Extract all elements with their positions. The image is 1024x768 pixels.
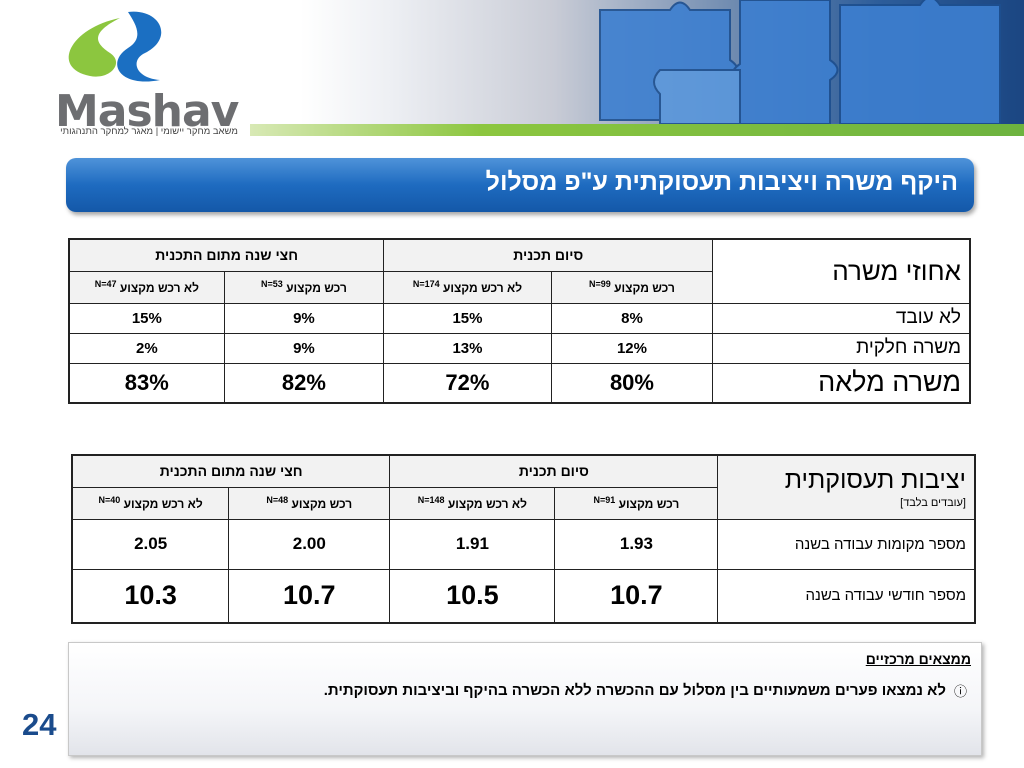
row-label: משרה מלאה (712, 362, 971, 404)
row-label: משרה חלקית (712, 332, 971, 364)
table-cell: 15% (68, 302, 225, 334)
column-header: לא רכש מקצוע N=174 (383, 270, 552, 304)
sample-size: N=47 (94, 279, 117, 289)
column-header: רכש מקצוע N=91 (554, 486, 719, 520)
column-header-label: לא רכש מקצוע (447, 497, 527, 511)
table-cell: 12% (550, 332, 714, 364)
table-row: מספר מקומות עבודה בשנה 1.93 1.91 2.00 2.… (71, 518, 976, 570)
page-title: היקף משרה ויציבות תעסוקתית ע"פ מסלול (485, 168, 958, 196)
subheader-row: רכש מקצוע N=99 לא רכש מקצוע N=174 רכש מק… (68, 270, 970, 304)
column-header: רכש מקצוע N=99 (550, 270, 714, 304)
table-row: מספר חודשי עבודה בשנה 10.7 10.5 10.7 10.… (71, 568, 976, 624)
column-header: לא רכש מקצוע N=148 (389, 486, 556, 520)
findings-text: לא נמצאו פערים משמעותיים בין מסלול עם הה… (323, 682, 946, 699)
puzzle-pieces-icon (599, 0, 1001, 124)
table-cell: 83% (68, 362, 225, 404)
table-corner-label: יציבות תעסוקתית [עובדים בלבד] (717, 454, 976, 520)
sample-size: N=148 (417, 495, 445, 505)
table-cell: 1.93 (554, 518, 719, 570)
table-row: משרה מלאה 80% 72% 82% 83% (68, 362, 971, 404)
sample-size: N=99 (589, 279, 611, 289)
column-header: לא רכש מקצוע N=47 (68, 270, 225, 304)
logo-wordmark: Mashav (55, 86, 239, 137)
table-corner-label: אחוזי משרה (712, 238, 971, 304)
table-cell: 2.05 (71, 518, 230, 570)
table-cell: 10.7 (554, 568, 719, 624)
column-header-label: רכש מקצוע (286, 281, 347, 295)
table-cell: 9% (223, 332, 385, 364)
table-cell: 8% (550, 302, 714, 334)
table-cell: 13% (383, 332, 552, 364)
employment-percentage-table: אחוזי משרה סיום תכנית חצי שנה מתום התכני… (68, 238, 971, 404)
subheader-row: רכש מקצוע N=91 לא רכש מקצוע N=148 רכש מק… (71, 486, 975, 520)
table-cell: 2.00 (228, 518, 391, 570)
table-cell: 72% (383, 362, 552, 404)
table-cell: 2% (68, 332, 225, 364)
group-header: חצי שנה מתום התכנית (71, 454, 391, 488)
puzzle-banner-image (300, 0, 1024, 124)
table-row: משרה חלקית 12% 13% 9% 2% (68, 332, 971, 364)
table-cell: 80% (550, 362, 714, 404)
employment-stability-table: יציבות תעסוקתית [עובדים בלבד] סיום תכנית… (71, 454, 976, 624)
group-header: חצי שנה מתום התכנית (68, 238, 385, 272)
table-cell: 9% (223, 302, 385, 334)
table-cell: 10.5 (389, 568, 556, 624)
table-cell: 82% (223, 362, 385, 404)
header: Mashav משאב מחקר יישומי | מאגר למחקר התנ… (0, 0, 1024, 138)
column-header-label: רכש מקצוע (618, 497, 680, 511)
column-header: רכש מקצוע N=48 (228, 486, 391, 520)
table-cell: 1.91 (389, 518, 556, 570)
column-header: לא רכש מקצוע N=40 (71, 486, 230, 520)
findings-title: ממצאים מרכזיים (865, 651, 971, 667)
table-cell: 10.7 (228, 568, 391, 624)
sample-size: N=53 (261, 279, 283, 289)
logo-tagline: משאב מחקר יישומי | מאגר למחקר התנהגותי (60, 126, 238, 137)
column-header-label: רכש מקצוע (291, 497, 353, 511)
table-corner-title: יציבות תעסוקתית (784, 465, 966, 494)
page-number: 24 (22, 707, 57, 742)
row-label: מספר חודשי עבודה בשנה (717, 568, 976, 624)
column-header: רכש מקצוע N=53 (223, 270, 385, 304)
column-header-label: לא רכש מקצוע (123, 497, 203, 511)
key-findings-box: ממצאים מרכזיים ⓘ לא נמצאו פערים משמעותיי… (68, 642, 982, 756)
table-cell: 10.3 (71, 568, 230, 624)
group-header: סיום תכנית (383, 238, 714, 272)
table-row: לא עובד 8% 15% 9% 15% (68, 302, 971, 334)
row-label: מספר מקומות עבודה בשנה (717, 518, 976, 570)
column-header-label: לא רכש מקצוע (119, 281, 199, 295)
table-corner-note: [עובדים בלבד] (900, 496, 966, 509)
table-cell: 15% (383, 302, 552, 334)
findings-item: ⓘ לא נמצאו פערים משמעותיים בין מסלול עם … (324, 681, 967, 700)
row-label: לא עובד (712, 302, 971, 334)
group-header-row: יציבות תעסוקתית [עובדים בלבד] סיום תכנית… (71, 454, 976, 520)
sample-size: N=174 (412, 279, 440, 289)
mashav-logo: Mashav משאב מחקר יישומי | מאגר למחקר התנ… (50, 8, 250, 137)
header-accent-bar (250, 124, 1024, 136)
group-header-row: אחוזי משרה סיום תכנית חצי שנה מתום התכני… (68, 238, 971, 304)
group-header: סיום תכנית (389, 454, 719, 488)
logo-swoosh-icon (68, 11, 162, 82)
sample-size: N=48 (266, 495, 289, 505)
column-header-label: לא רכש מקצוע (442, 281, 523, 295)
sample-size: N=91 (593, 495, 616, 505)
info-bullet-icon: ⓘ (953, 684, 967, 699)
title-banner: היקף משרה ויציבות תעסוקתית ע"פ מסלול (66, 158, 974, 212)
sample-size: N=40 (98, 495, 121, 505)
column-header-label: רכש מקצוע (614, 281, 675, 295)
